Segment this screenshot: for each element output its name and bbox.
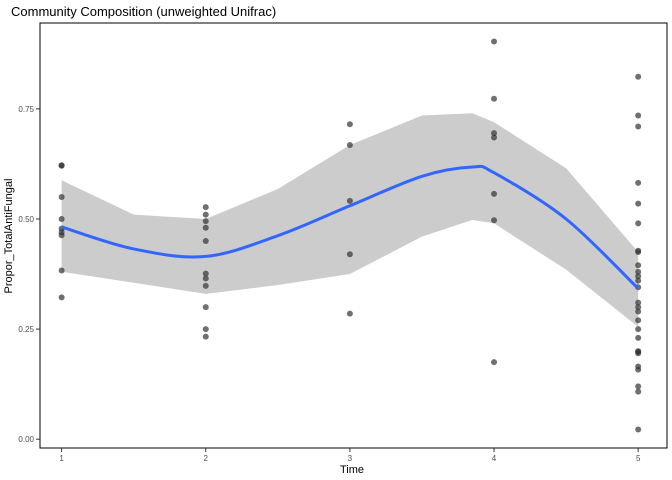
data-point xyxy=(346,197,353,204)
panel-border xyxy=(39,22,668,449)
data-point xyxy=(635,326,642,333)
x-axis: 1 2 3 4 5 xyxy=(59,448,641,463)
data-point xyxy=(635,262,642,269)
data-point xyxy=(635,123,642,130)
data-point xyxy=(635,277,642,284)
data-point xyxy=(491,134,498,141)
data-point xyxy=(635,304,642,311)
x-tick-label: 1 xyxy=(59,454,64,463)
data-point xyxy=(635,112,642,119)
data-point xyxy=(346,121,353,128)
x-tick-label: 2 xyxy=(204,454,209,463)
data-point xyxy=(491,359,498,366)
data-point xyxy=(635,299,642,306)
data-point xyxy=(202,211,209,218)
data-point xyxy=(202,326,209,333)
data-point xyxy=(202,224,209,231)
y-tick-label: 0.50 xyxy=(18,215,34,224)
data-point xyxy=(202,304,209,311)
data-point xyxy=(491,130,498,137)
data-point xyxy=(491,217,498,224)
data-point xyxy=(346,141,353,148)
data-point xyxy=(635,334,642,341)
data-point xyxy=(58,193,65,200)
data-point xyxy=(635,200,642,207)
chart-title: Community Composition (unweighted Unifra… xyxy=(11,4,276,19)
data-point xyxy=(202,204,209,211)
data-point xyxy=(202,218,209,225)
y-axis: 0.00 0.25 0.50 0.75 xyxy=(18,105,40,444)
data-point xyxy=(58,215,65,222)
data-point xyxy=(202,275,209,282)
data-point xyxy=(491,38,498,45)
data-point xyxy=(635,426,642,433)
x-tick-label: 5 xyxy=(636,454,641,463)
data-point xyxy=(58,162,65,169)
y-tick-label: 0.75 xyxy=(18,105,34,114)
data-point xyxy=(635,366,642,373)
data-point xyxy=(491,190,498,197)
data-point xyxy=(635,350,642,357)
data-point xyxy=(635,308,642,315)
data-point xyxy=(635,179,642,186)
data-point xyxy=(202,282,209,289)
x-tick-label: 3 xyxy=(348,454,353,463)
data-point xyxy=(635,249,642,256)
data-point xyxy=(491,95,498,102)
smooth-trend-line xyxy=(61,164,640,290)
plot-area xyxy=(39,22,668,449)
data-point xyxy=(58,294,65,301)
data-point xyxy=(635,317,642,324)
x-axis-label: Time xyxy=(340,464,364,476)
y-tick-label: 0.25 xyxy=(18,325,34,334)
data-point xyxy=(635,273,642,280)
data-point xyxy=(635,268,642,275)
y-tick-label: 0.00 xyxy=(18,435,34,444)
data-point xyxy=(58,232,65,239)
data-point xyxy=(635,73,642,80)
data-point xyxy=(346,251,353,258)
data-point xyxy=(635,383,642,390)
data-point xyxy=(635,388,642,395)
data-point xyxy=(346,310,353,317)
data-point xyxy=(202,270,209,277)
y-axis-label: Propor_TotalAntiFungal xyxy=(3,179,15,294)
data-point xyxy=(58,267,65,274)
x-tick-label: 4 xyxy=(492,454,497,463)
data-point xyxy=(635,220,642,227)
data-point xyxy=(202,238,209,245)
data-point xyxy=(202,333,209,340)
